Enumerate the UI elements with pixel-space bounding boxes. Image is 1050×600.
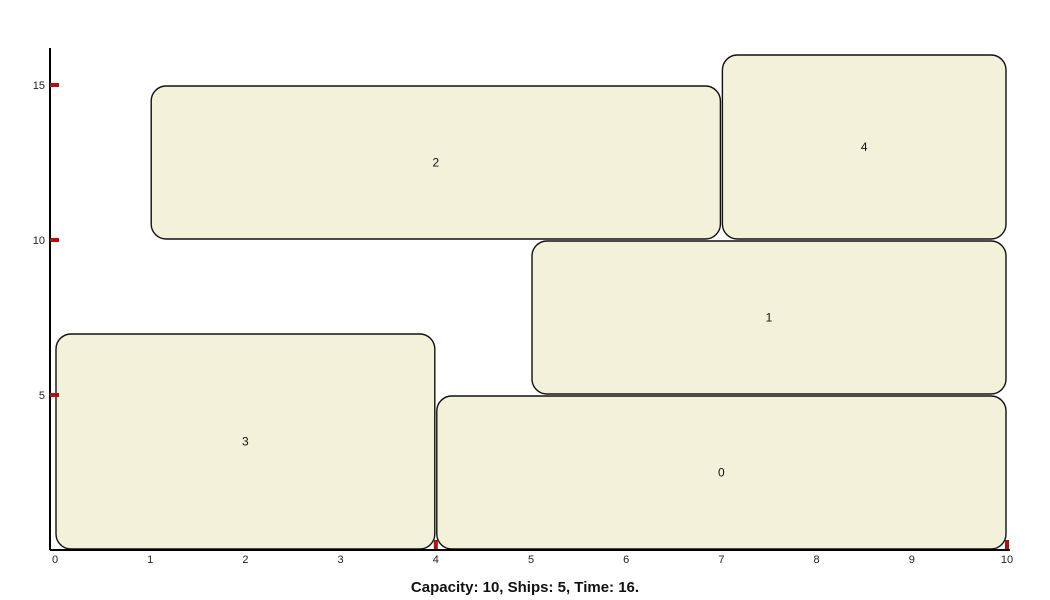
x-tick-label: 1 [147, 554, 153, 566]
y-tick-marker [50, 393, 59, 397]
block-label-1: 1 [766, 311, 773, 325]
x-tick-label: 7 [718, 554, 724, 566]
block-rect-4 [721, 54, 1007, 240]
block-3: 3 [55, 333, 436, 550]
x-tick-label: 8 [814, 554, 820, 566]
x-tick-marker [433, 540, 438, 549]
block-0: 0 [436, 395, 1007, 550]
block-rect-2 [150, 85, 722, 240]
x-tick-label: 9 [909, 554, 915, 566]
x-tick-label: 0 [52, 554, 58, 566]
x-tick-label: 3 [338, 554, 344, 566]
tick-markers [50, 83, 1009, 549]
y-tick-label: 5 [39, 390, 45, 402]
x-tick-label: 10 [1001, 554, 1013, 566]
y-tick-label: 15 [33, 80, 45, 92]
block-4: 4 [721, 54, 1007, 240]
block-label-4: 4 [861, 140, 868, 154]
x-tick-label: 6 [623, 554, 629, 566]
y-tick-label: 10 [33, 235, 45, 247]
x-tick-marker [1005, 540, 1009, 549]
block-label-0: 0 [718, 466, 725, 480]
blocks-layer: 0 1 2 3 4 [55, 54, 1007, 550]
block-label-2: 2 [432, 156, 439, 170]
block-label-3: 3 [242, 435, 249, 449]
x-tick-label: 2 [242, 554, 248, 566]
axes [49, 48, 1010, 551]
x-tick-label: 5 [528, 554, 534, 566]
y-tick-marker [50, 83, 59, 87]
block-rect-1 [531, 240, 1007, 395]
block-2: 2 [150, 85, 722, 240]
x-tick-label: 4 [433, 554, 439, 566]
y-tick-marker [50, 238, 59, 242]
block-1: 1 [531, 240, 1007, 395]
chart-caption: Capacity: 10, Ships: 5, Time: 16. [410, 579, 640, 596]
